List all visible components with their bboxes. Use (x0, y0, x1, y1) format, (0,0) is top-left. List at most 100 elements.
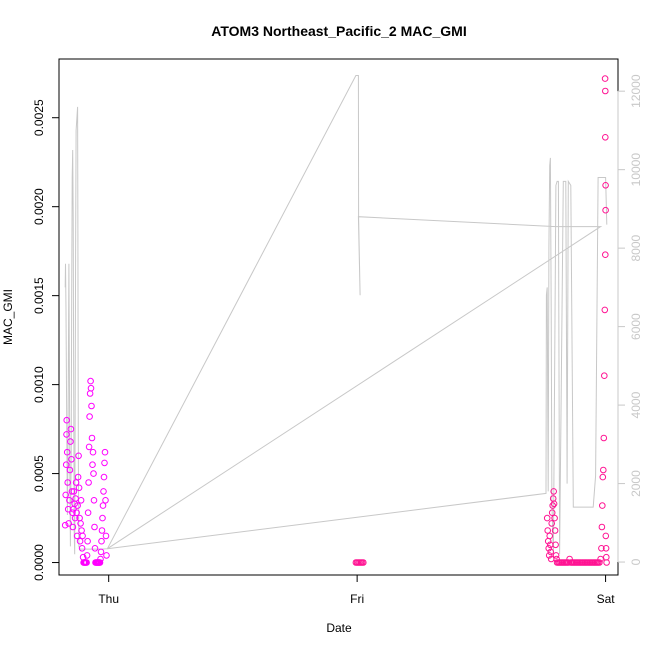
scatter-point (103, 552, 110, 559)
scatter-point (602, 532, 610, 540)
scatter-point (551, 514, 558, 522)
scatter-point (601, 75, 609, 82)
y2-tick-label: 2000 (629, 470, 643, 497)
scatter-point (73, 509, 80, 517)
scatter-point (550, 488, 558, 495)
scatter-point (598, 545, 605, 552)
scatter-point (602, 134, 609, 141)
y-tick-label: 0.0020 (32, 188, 46, 225)
scatter-point (70, 488, 78, 495)
scatter-point (102, 532, 110, 540)
scatter-point (547, 548, 555, 556)
scatter-point (545, 545, 553, 552)
scatter-point (603, 559, 610, 566)
scatter-point (97, 555, 104, 563)
scatter-point (63, 448, 71, 456)
scatter-point (84, 509, 92, 517)
scatter-point (91, 523, 98, 531)
scatter-point (64, 479, 71, 486)
scatter-point (62, 491, 69, 499)
scatter-point (596, 559, 603, 566)
scatter-point (76, 537, 84, 545)
scatter-point (62, 461, 70, 469)
scatter-point (66, 497, 73, 504)
scatter-point (85, 443, 93, 451)
scatter-point (97, 548, 105, 556)
scatter-point (602, 251, 609, 258)
x-axis-label: Date (326, 621, 352, 635)
scatter-point (68, 456, 75, 463)
scatter-point (546, 532, 554, 540)
scatter-point (68, 488, 76, 495)
scatter-point (598, 523, 606, 531)
x-tick-label: Sat (597, 592, 616, 606)
scatter-point (565, 559, 572, 566)
scatter-point (602, 182, 609, 189)
scatter-point (65, 520, 72, 527)
y-tick-label: 0.0010 (32, 366, 46, 403)
scatter-point (63, 416, 70, 424)
scatter-point (63, 431, 70, 438)
scatter-point (548, 520, 556, 527)
scatter-point (101, 448, 109, 456)
scatter-point (544, 527, 552, 534)
scatter-point (75, 484, 83, 492)
scatter-point (599, 502, 606, 509)
scatter-point (602, 206, 609, 214)
scatter-point (77, 497, 85, 504)
scatter-point (78, 527, 85, 534)
scatter-point (83, 559, 90, 566)
scatter-point (601, 372, 608, 380)
scatter-point (98, 527, 106, 534)
scatter-point (543, 514, 551, 522)
scatter-point (552, 541, 559, 549)
scatter-point (87, 377, 94, 385)
scatter-point (79, 532, 86, 540)
scatter-point (360, 559, 367, 566)
y2-tick-label: 12000 (629, 74, 643, 108)
scatter-point (74, 473, 82, 481)
y-axis-label: MAC_GMI (1, 289, 15, 345)
scatter-point (69, 509, 76, 517)
scatter-point (602, 545, 610, 552)
y2-tick-label: 8000 (629, 234, 643, 261)
scatter-point (545, 552, 553, 559)
x-tick-label: Thu (98, 592, 119, 606)
scatter-point (599, 473, 607, 481)
scatter-point (96, 559, 104, 566)
points-layer (61, 75, 610, 566)
scatter-point (601, 306, 609, 314)
line-series (64, 75, 608, 555)
scatter-point (600, 466, 607, 474)
y2-tick-label: 10000 (629, 153, 643, 187)
scatter-point (100, 488, 107, 495)
y-tick-label: 0.0000 (32, 544, 46, 581)
scatter-point (66, 466, 74, 474)
scatter-point (88, 402, 95, 410)
y2-tick-label: 6000 (629, 313, 643, 340)
line-series-layer (64, 75, 608, 555)
scatter-point (91, 545, 99, 552)
y-tick-label: 0.0005 (32, 455, 46, 492)
scatter-point (597, 555, 604, 563)
scatter-point (67, 425, 75, 433)
scatter-point (603, 553, 610, 561)
y2-tick-label: 4000 (629, 391, 643, 418)
x-tick-label: Fri (350, 592, 364, 606)
scatter-point (548, 509, 556, 517)
scatter-point (549, 502, 557, 509)
scatter-point (602, 87, 609, 95)
scatter-point (78, 545, 86, 552)
scatter-point (549, 495, 557, 502)
y-tick-label: 0.0025 (32, 99, 46, 136)
scatter-point (90, 470, 97, 477)
scatter-point (551, 527, 559, 534)
scatter-point (85, 479, 92, 486)
scatter-point (87, 384, 95, 392)
scatter-point (67, 438, 74, 445)
scatter-point (102, 497, 109, 504)
chart-title: ATOM3 Northeast_Pacific_2 MAC_GMI (211, 23, 466, 39)
scatter-point (101, 459, 108, 467)
scatter-point (61, 521, 69, 529)
